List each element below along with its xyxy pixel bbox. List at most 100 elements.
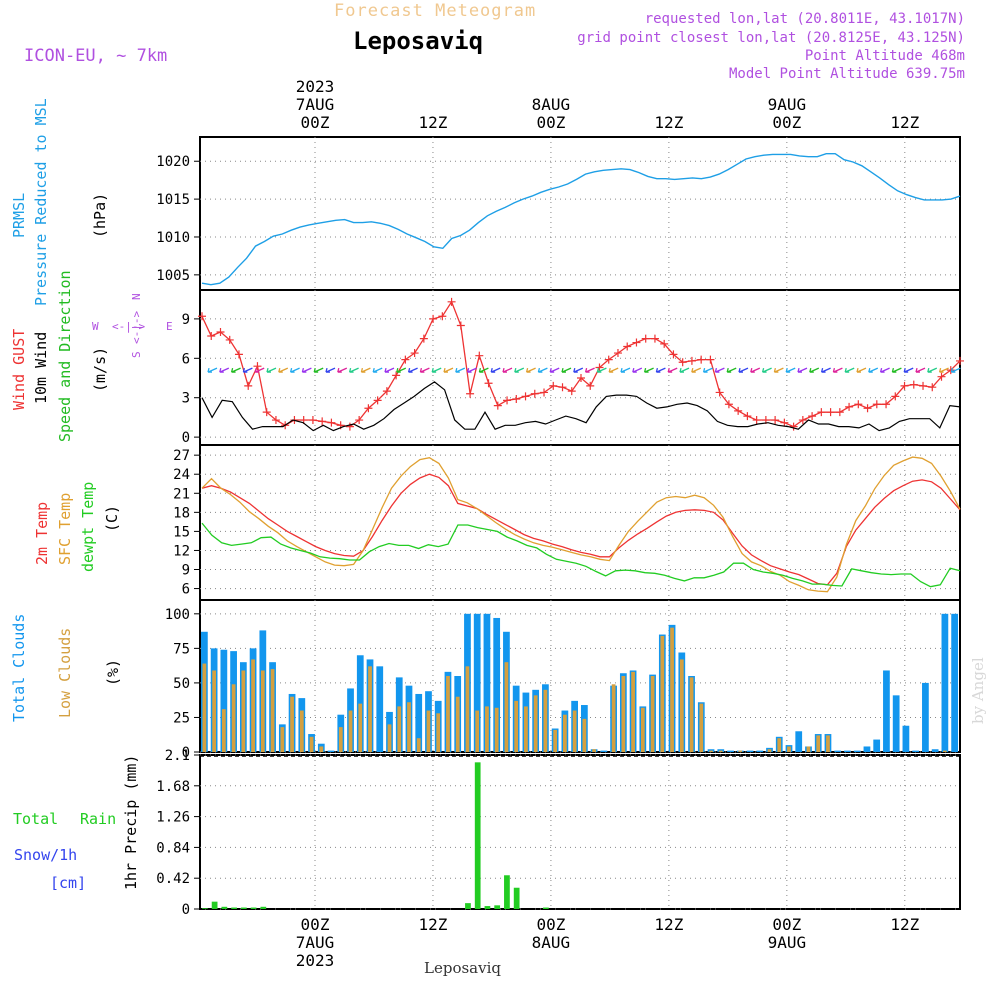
wind-gust-line bbox=[201, 300, 961, 428]
snow-label: Snow/1h bbox=[14, 846, 77, 864]
total-cloud-bar bbox=[902, 725, 910, 752]
total-cloud-bar bbox=[912, 750, 920, 752]
y-tick-label: 9 bbox=[182, 563, 190, 579]
gust-marker bbox=[308, 416, 317, 425]
gust-marker bbox=[262, 408, 271, 417]
gridpoint-coords: grid point closest lon,lat (20.8125E, 43… bbox=[577, 30, 965, 46]
low-cloud-bar bbox=[260, 670, 265, 752]
gust-marker bbox=[410, 349, 419, 358]
low-cloud-bar bbox=[524, 706, 528, 752]
gust-marker bbox=[447, 297, 456, 306]
wind-gust-label: Wind GUST bbox=[10, 329, 28, 410]
wind-direction-arrow bbox=[514, 367, 525, 373]
wind-direction-arrow bbox=[844, 367, 855, 373]
gust-marker bbox=[530, 389, 539, 398]
total-cloud-bar bbox=[883, 670, 890, 752]
gust-marker bbox=[216, 328, 225, 337]
y-tick-label: 21 bbox=[173, 486, 190, 502]
wind-direction-arrow bbox=[266, 367, 277, 373]
gust-marker bbox=[734, 406, 743, 415]
wind-direction-arrow bbox=[207, 367, 218, 373]
low-cloud-bar bbox=[670, 627, 674, 752]
gust-marker bbox=[318, 417, 327, 426]
low-cloud-bar bbox=[718, 750, 723, 752]
gust-marker bbox=[392, 371, 401, 380]
gust-marker bbox=[909, 380, 918, 389]
y-tick-label: 12 bbox=[173, 543, 190, 559]
model-altitude: Model Point Altitude 639.75m bbox=[729, 66, 965, 82]
low-cloud-bar bbox=[738, 750, 743, 752]
low-cloud-bar bbox=[777, 738, 782, 752]
y-tick-label: 1020 bbox=[156, 154, 190, 170]
rain-bar bbox=[474, 762, 481, 909]
y-tick-label: 1010 bbox=[156, 230, 190, 246]
gust-marker bbox=[503, 396, 512, 405]
low-cloud-bar bbox=[465, 666, 470, 752]
wind-direction-arrow bbox=[856, 367, 867, 373]
total-cloud-bar bbox=[493, 617, 501, 752]
gust-marker bbox=[327, 418, 336, 427]
gust-marker bbox=[558, 383, 567, 392]
compass-west: W bbox=[92, 320, 99, 333]
total-cloud-bar bbox=[941, 613, 949, 752]
wind-direction-arrow bbox=[502, 367, 513, 373]
gust-marker bbox=[650, 334, 659, 343]
gust-marker bbox=[484, 379, 493, 388]
total-cloud-bar bbox=[727, 750, 734, 752]
wind-direction-arrow bbox=[573, 367, 584, 373]
low-cloud-bar bbox=[709, 750, 713, 752]
low-cloud-bar bbox=[943, 750, 947, 752]
gust-marker bbox=[956, 356, 964, 365]
low-cloud-bar bbox=[611, 684, 616, 752]
low-cloud-bar bbox=[543, 689, 548, 752]
rain-bar bbox=[504, 875, 510, 909]
wind-direction-arrow bbox=[714, 367, 725, 373]
low-cloud-bar bbox=[767, 749, 772, 752]
gust-marker bbox=[771, 416, 780, 425]
wind-direction-arrow bbox=[455, 367, 466, 373]
gust-marker bbox=[419, 334, 428, 343]
dewpt-line bbox=[201, 522, 961, 588]
gust-marker bbox=[198, 312, 206, 321]
y-tick-label: 1.26 bbox=[156, 810, 190, 826]
wind-direction-arrow bbox=[301, 367, 312, 373]
rain-bar bbox=[202, 908, 208, 909]
wind-direction-arrow bbox=[938, 367, 949, 373]
total-cloud-bar bbox=[892, 695, 900, 752]
y-tick-label: 75 bbox=[173, 641, 190, 657]
top-time-label: 2023 bbox=[296, 77, 335, 96]
low-cloud-bar bbox=[436, 713, 441, 752]
low-cloud-bar bbox=[202, 663, 207, 752]
gust-marker bbox=[660, 339, 669, 348]
model-label: ICON-EU, ~ 7km bbox=[24, 46, 167, 66]
gust-marker bbox=[364, 404, 373, 413]
low-cloud-bar bbox=[455, 696, 460, 752]
gust-marker bbox=[919, 381, 928, 390]
y-tick-label: 0 bbox=[182, 902, 190, 918]
y-tick-label: 9 bbox=[182, 312, 190, 328]
precip-panel-frame bbox=[199, 754, 961, 910]
gust-marker bbox=[724, 400, 733, 409]
wind-direction-arrow bbox=[384, 367, 395, 373]
wind-direction-arrow bbox=[242, 367, 253, 373]
bottom-time-label: 00Z bbox=[536, 915, 565, 934]
top-time-label: 00Z bbox=[772, 113, 801, 132]
low-cloud-bar bbox=[826, 735, 830, 752]
total-cloud-bar bbox=[873, 739, 881, 752]
wind-direction-arrow bbox=[785, 367, 796, 373]
t2m-label: 2m Temp bbox=[33, 502, 51, 565]
low-cloud-bar bbox=[475, 710, 480, 752]
gust-marker bbox=[854, 400, 863, 409]
low-cloud-bar bbox=[592, 749, 596, 752]
rain-bar bbox=[211, 901, 218, 909]
wind-direction-arrow bbox=[868, 367, 879, 373]
wind-direction-arrow bbox=[337, 367, 348, 373]
point-altitude: Point Altitude 468m bbox=[805, 48, 965, 64]
gust-marker bbox=[595, 363, 604, 372]
wind-direction-arrow bbox=[891, 367, 902, 373]
low-cloud-bar bbox=[494, 707, 499, 752]
gust-marker bbox=[641, 334, 650, 343]
wind-direction-arrow bbox=[750, 367, 761, 373]
wind-direction-arrow bbox=[313, 367, 324, 373]
